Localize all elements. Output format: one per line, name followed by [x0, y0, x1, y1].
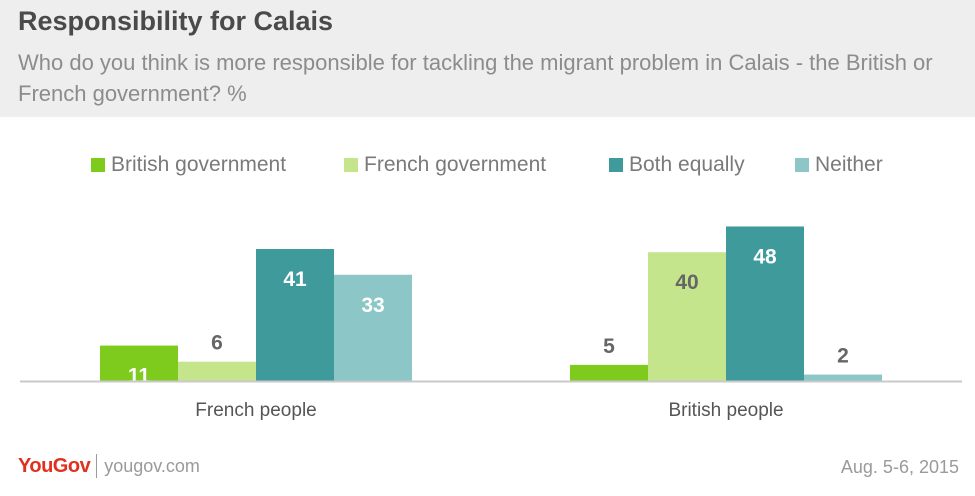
legend-swatch	[91, 158, 105, 172]
data-label: 48	[753, 245, 777, 268]
data-label: 40	[675, 271, 698, 294]
bar-british-government	[570, 364, 648, 381]
legend-item-british-government: British government	[91, 151, 286, 179]
data-label: 5	[603, 335, 615, 358]
legend-label: Both equally	[629, 153, 745, 176]
data-label: 41	[283, 268, 307, 291]
legend-label: Neither	[815, 153, 883, 176]
legend-item-neither: Neither	[795, 151, 883, 179]
chart-header: Responsibility for Calais Who do you thi…	[0, 0, 975, 117]
category-label: French people	[195, 400, 316, 421]
legend-swatch	[795, 158, 809, 172]
bar-british-government	[100, 345, 178, 381]
bar-french-government	[648, 252, 726, 381]
data-label: 11	[128, 365, 151, 388]
legend-label: French government	[364, 153, 547, 176]
legend-item-both-equally: Both equally	[609, 151, 745, 179]
bar-neither	[804, 374, 882, 381]
yougov-logo: YouGov	[18, 454, 91, 477]
data-label: 33	[361, 294, 384, 317]
data-label: 2	[837, 345, 849, 368]
category-label: British people	[668, 400, 783, 421]
footer-site-link[interactable]: yougov.com	[104, 455, 200, 476]
yougov-branding: YouGov yougov.com	[18, 454, 200, 478]
legend-swatch	[344, 158, 358, 172]
chart-legend: British government French government Bot…	[0, 151, 975, 179]
survey-date: Aug. 5-6, 2015	[840, 457, 959, 477]
bar-both-equally	[726, 226, 804, 381]
bar-neither	[334, 274, 412, 381]
footer-divider	[96, 454, 98, 478]
data-label: 6	[211, 332, 223, 355]
chart-subtitle: Who do you think is more responsible for…	[18, 50, 933, 106]
legend-swatch	[609, 158, 623, 172]
legend-label: British government	[111, 153, 287, 176]
legend-item-french-government: French government	[344, 151, 546, 179]
bar-french-government	[178, 361, 256, 381]
chart-title: Responsibility for Calais	[18, 6, 334, 36]
bar-both-equally	[256, 249, 334, 381]
